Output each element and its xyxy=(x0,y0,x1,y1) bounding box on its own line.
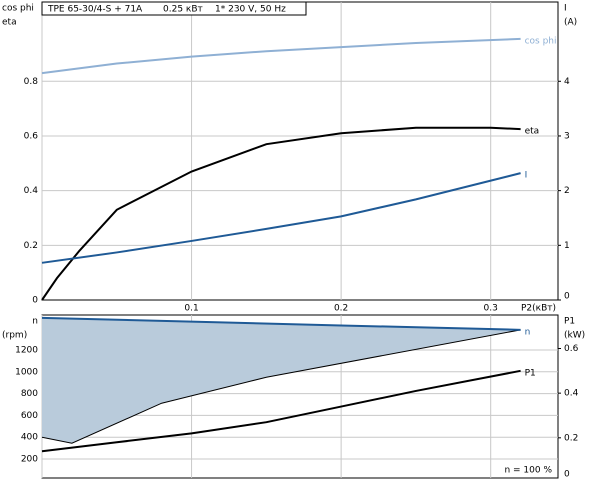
series-line xyxy=(41,126,521,301)
series-label: cos phi xyxy=(525,36,557,46)
y-tick-label: 600 xyxy=(21,411,38,421)
x-tick-label: 0.1 xyxy=(184,304,198,314)
y2-tick-label: 2 xyxy=(564,186,570,196)
speed-range-lower xyxy=(41,329,521,444)
y2-tick-label: 0.4 xyxy=(564,389,579,399)
series-line xyxy=(41,316,521,331)
series-label: eta xyxy=(525,127,540,137)
series-line xyxy=(41,172,521,264)
y-tick-label: 0.4 xyxy=(24,186,39,196)
x-tick-label: 0.2 xyxy=(334,304,348,314)
y2-tick-label: 0 xyxy=(564,470,570,480)
y-tick-label: 0 xyxy=(32,296,38,306)
y-tick-label: 400 xyxy=(21,433,38,443)
power: 0.25 кВт xyxy=(163,5,203,15)
speed-range-area xyxy=(42,317,521,444)
y2-tick-label: 3 xyxy=(564,131,570,141)
product: TPE 65-30/4-S + 71A xyxy=(47,5,143,15)
y-axis-label: cos phi xyxy=(2,4,34,14)
series-label: I xyxy=(525,171,528,181)
y2-axis-label: (kW) xyxy=(564,331,585,341)
x-tick-label: 0.3 xyxy=(484,304,498,314)
y2-axis-label: P1 xyxy=(564,317,575,327)
y2-tick-label: 0.6 xyxy=(564,344,579,354)
series-label: P1 xyxy=(525,368,536,378)
y-tick-label: 200 xyxy=(21,455,38,465)
series-line xyxy=(41,369,521,453)
y-tick-label: 0.6 xyxy=(24,131,39,141)
y-axis-label: eta xyxy=(2,18,17,28)
y-tick-label: 1000 xyxy=(15,367,38,377)
y2-tick-label: 0 xyxy=(564,292,570,302)
top-panel xyxy=(41,1,559,301)
y-tick-label: 0.8 xyxy=(24,77,39,87)
x-axis-label: P2(кВт) xyxy=(521,304,556,314)
series-label: n xyxy=(525,327,531,337)
note: n = 100 % xyxy=(504,466,552,476)
y-axis-label: (rpm) xyxy=(2,331,27,341)
series-line xyxy=(41,37,521,75)
y2-tick-label: 0.2 xyxy=(564,433,578,443)
y2-axis-label: I xyxy=(564,4,567,14)
y-axis-label: n xyxy=(32,317,38,327)
y-tick-label: 800 xyxy=(21,389,38,399)
header-box xyxy=(41,1,307,16)
y-tick-label: 1200 xyxy=(15,345,38,355)
y2-axis-label: (A) xyxy=(564,18,577,28)
y2-tick-label: 4 xyxy=(564,77,570,87)
y2-tick-label: 1 xyxy=(564,241,570,251)
supply: 1* 230 V, 50 Hz xyxy=(215,5,286,15)
y-tick-label: 0.2 xyxy=(24,241,38,251)
